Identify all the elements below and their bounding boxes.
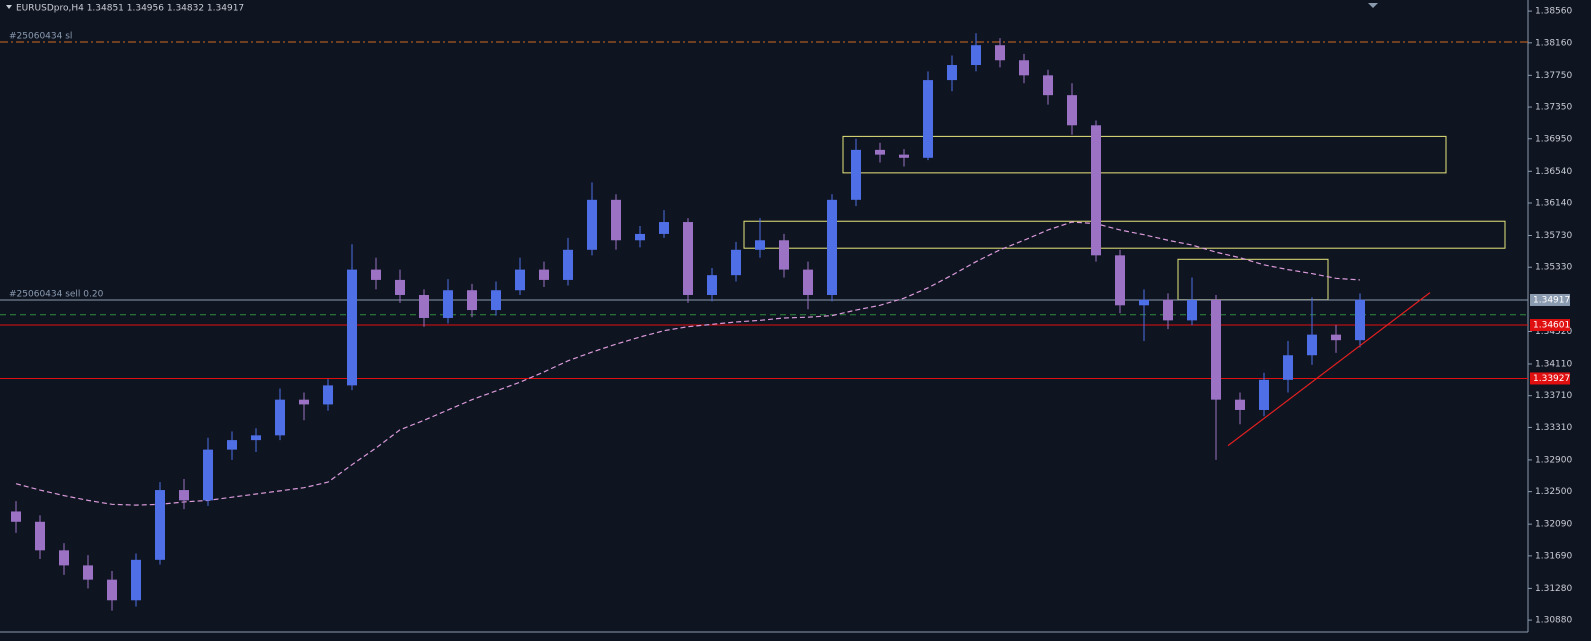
candle-body [515,269,525,291]
candle-body [491,290,501,311]
price-tag [1530,319,1570,332]
candle-body [251,435,261,441]
candle-body [611,199,621,241]
candle-body [467,290,477,311]
chart-title: EURUSDpro,H4 1.34851 1.34956 1.34832 1.3… [16,4,244,14]
candle-body [179,490,189,501]
y-tick-label: 1.37750 [1535,71,1572,81]
y-tick-label: 1.34520 [1535,327,1572,337]
y-tick-label: 1.37350 [1535,103,1572,113]
candle-body [803,269,813,295]
price-tag [1530,372,1570,385]
candle-body [779,240,789,270]
candle-body [83,565,93,580]
candle-body [107,579,117,601]
candle-body [1091,125,1101,256]
candle-body [635,233,645,241]
y-tick-label: 1.38560 [1535,7,1572,17]
zone [743,220,1506,249]
candle-body [1067,95,1077,126]
y-tick-label: 1.31280 [1535,584,1572,594]
candle-body [155,490,165,560]
candle-body [35,521,45,551]
candle-body [923,80,933,158]
candle-body [227,440,237,450]
y-tick-label: 1.32900 [1535,455,1572,465]
level-name: #25060434 sell 0.20 [9,289,104,299]
candle-body [59,550,69,566]
candle-body [1211,299,1221,400]
y-tick-label: 1.34110 [1535,359,1572,369]
moving-average [15,221,1361,506]
candle-body [1187,299,1197,321]
price-tag-label: 1.34601 [1533,321,1570,331]
candle-body [347,269,357,386]
level-name: #25060434 sl [9,32,72,42]
y-tick-label: 1.36140 [1535,199,1572,209]
candle-body [419,294,429,318]
price-tag [1530,293,1570,306]
candle-body [443,290,453,318]
candle-body [11,511,21,522]
candle-body [1331,334,1341,341]
candle-body [1163,299,1173,321]
candle-body [851,149,861,200]
candle-body [1019,60,1029,76]
candle-body [1283,355,1293,380]
candle-body [971,45,981,66]
candle-body [275,399,285,436]
candle-body [1115,255,1125,306]
candle-body [1307,334,1317,356]
candle-body [731,249,741,276]
candle-body [1235,399,1245,410]
y-tick-label: 1.38160 [1535,38,1572,48]
candle-body [1043,75,1053,96]
y-tick-label: 1.36950 [1535,134,1572,144]
candle-body [395,279,405,295]
candle-body [683,222,693,295]
candle-body [875,149,885,155]
candle-body [563,249,573,280]
candle-body [203,449,213,501]
price-tag-label: 1.33927 [1533,374,1570,384]
y-tick-label: 1.33710 [1535,391,1572,401]
y-tick-label: 1.31690 [1535,551,1572,561]
candle-body [299,399,309,405]
y-tick-label: 1.32500 [1535,487,1572,497]
zone [842,135,1447,174]
y-tick-label: 1.35730 [1535,231,1572,241]
candle-body [323,385,333,405]
candle-body [707,275,717,295]
candle-body [371,269,381,280]
candle-body [587,199,597,250]
candle-body [659,222,669,234]
y-tick-label: 1.32090 [1535,520,1572,530]
candle-body [131,559,141,601]
candle-body [995,45,1005,61]
shift-marker [1368,3,1378,8]
menu-arrow[interactable] [6,5,12,9]
y-tick-label: 1.33310 [1535,423,1572,433]
candle-body [1355,299,1365,341]
y-tick-label: 1.30880 [1535,616,1572,626]
candle-body [539,269,549,280]
candle-body [947,65,957,81]
y-tick-label: 1.35330 [1535,263,1572,273]
candle-body [899,154,909,158]
price-tag-label: 1.34917 [1533,295,1570,305]
candle-body [755,240,765,250]
trendline [1227,292,1431,447]
candle-body [827,199,837,295]
candle-body [1259,379,1269,410]
y-tick-label: 1.36540 [1535,167,1572,177]
candle-body [1139,299,1149,306]
